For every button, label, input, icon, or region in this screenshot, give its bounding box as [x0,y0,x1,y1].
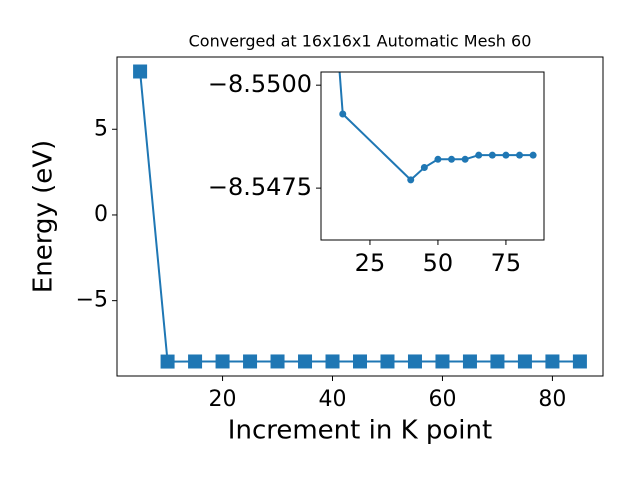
marker [448,155,456,163]
y-tick-label: 5 [94,116,108,141]
plot-area [133,64,587,369]
marker [380,354,395,369]
marker [462,354,477,369]
chart-title: Converged at 16x16x1 Automatic Mesh 60 [189,32,532,51]
marker [270,354,285,369]
marker [407,176,415,184]
x-tick-label: 50 [423,249,454,277]
x-tick-label: 40 [319,387,347,412]
marker [188,354,203,369]
marker [516,151,524,159]
y-tick-label: −8.5475 [208,173,312,201]
x-tick-label: 25 [355,249,386,277]
marker [529,151,537,159]
marker [517,354,532,369]
plot-area [338,72,537,184]
marker [353,354,367,369]
marker [407,354,422,369]
marker [298,354,313,369]
marker [490,354,505,369]
marker [461,155,469,163]
marker [133,64,148,79]
marker [215,354,230,369]
y-tick-label: −8.5500 [208,70,312,98]
x-tick-label: 80 [538,387,566,412]
marker [325,354,340,369]
y-tick-label: −5 [76,288,108,313]
x-tick-label: 60 [428,387,456,412]
marker [488,151,496,159]
marker [434,155,442,163]
axes-frame [116,56,604,377]
x-tick-label: 75 [491,249,522,277]
x-tick-label: 20 [209,387,237,412]
marker [339,110,347,118]
marker [435,354,450,369]
marker [475,151,483,159]
marker [572,354,587,369]
axes-frame [320,71,545,241]
marker [545,354,560,369]
marker [243,354,258,369]
marker [160,354,175,369]
x-axis-label: Increment in K point [228,416,492,446]
marker [502,151,510,159]
y-tick-label: 0 [94,202,108,227]
marker [420,164,428,172]
y-axis-label: Energy (eV) [29,140,59,293]
